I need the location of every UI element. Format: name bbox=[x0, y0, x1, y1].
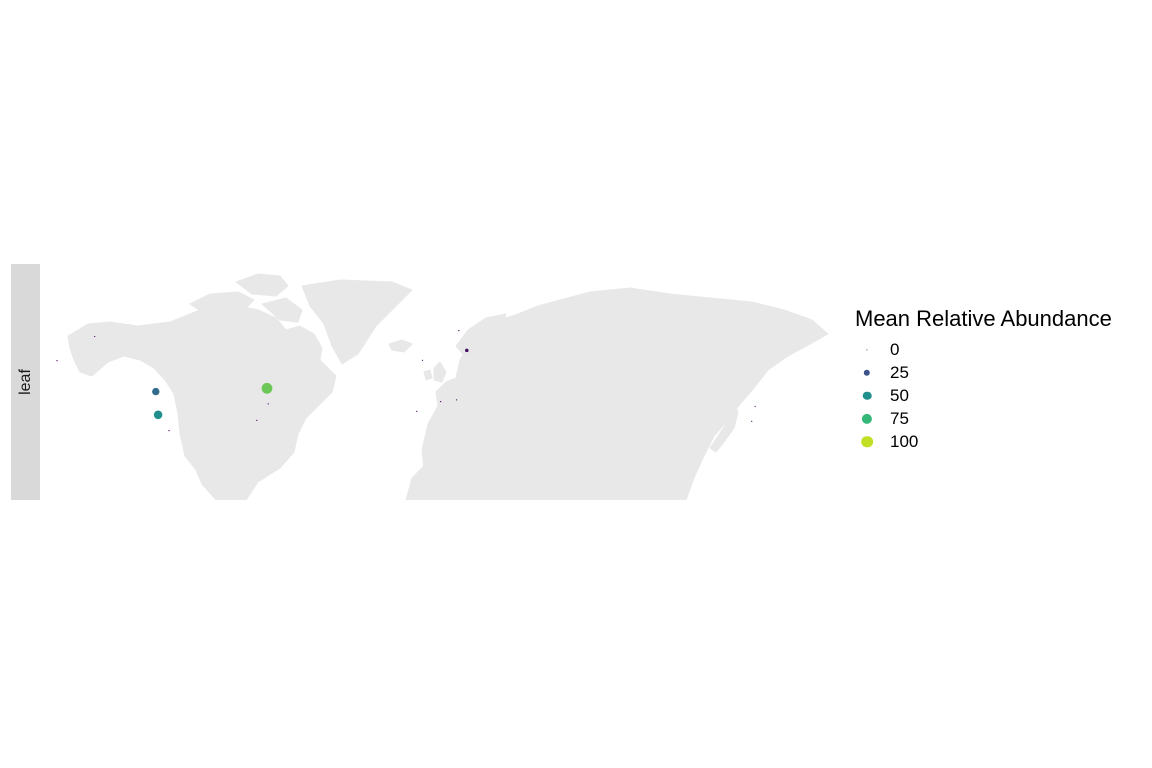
legend-item: 50 bbox=[855, 384, 1145, 407]
japan-land bbox=[709, 403, 739, 453]
facet-label: leaf bbox=[16, 369, 34, 395]
baffin-island-land bbox=[261, 297, 303, 323]
legend-key bbox=[855, 384, 879, 407]
british-isles-land bbox=[433, 361, 447, 383]
legend-dot bbox=[866, 348, 868, 351]
scandinavia-land bbox=[455, 313, 507, 361]
legend-label: 75 bbox=[890, 408, 909, 428]
north-america-land bbox=[67, 303, 337, 500]
data-point bbox=[751, 420, 753, 422]
legend-dot bbox=[861, 435, 873, 448]
legend-item: 75 bbox=[855, 407, 1145, 430]
data-point bbox=[153, 410, 163, 420]
legend-items: 0 25 50 75 100 bbox=[855, 338, 1145, 453]
legend-dot bbox=[862, 391, 872, 400]
data-point bbox=[94, 335, 96, 338]
data-point bbox=[168, 430, 170, 432]
legend-item: 0 bbox=[855, 338, 1145, 361]
arctic-islands-land bbox=[235, 273, 289, 297]
data-point bbox=[440, 401, 442, 403]
legend-key bbox=[855, 338, 879, 361]
facet-strip: leaf bbox=[11, 264, 40, 500]
legend-label: 100 bbox=[890, 431, 919, 451]
legend-item: 100 bbox=[855, 430, 1145, 453]
legend-key bbox=[855, 361, 879, 384]
legend-label: 0 bbox=[890, 339, 900, 359]
data-point bbox=[421, 359, 424, 361]
iceland-land bbox=[388, 339, 413, 353]
land-masses bbox=[67, 273, 829, 500]
data-point bbox=[456, 399, 458, 401]
data-points-layer bbox=[56, 330, 756, 432]
eurasia-land bbox=[419, 287, 829, 500]
world-map bbox=[56, 273, 829, 500]
legend-key bbox=[855, 407, 879, 430]
legend-label: 25 bbox=[890, 362, 909, 382]
legend-title: Mean Relative Abundance bbox=[855, 306, 1112, 331]
arabia-land bbox=[525, 459, 573, 500]
legend: Mean Relative Abundance 0 25 50 75 100 bbox=[855, 306, 1145, 453]
data-point bbox=[465, 348, 469, 353]
data-point bbox=[261, 382, 273, 394]
legend-item: 25 bbox=[855, 361, 1145, 384]
data-point bbox=[256, 419, 258, 421]
data-point bbox=[754, 405, 756, 408]
legend-key bbox=[855, 430, 879, 453]
legend-dot bbox=[861, 413, 873, 424]
data-point bbox=[56, 360, 58, 362]
data-point bbox=[267, 403, 269, 405]
greenland-land bbox=[301, 279, 413, 365]
legend-label: 50 bbox=[890, 385, 909, 405]
data-point bbox=[152, 387, 160, 396]
ireland-land bbox=[423, 369, 433, 381]
africa-land bbox=[405, 459, 525, 500]
data-point bbox=[416, 410, 418, 412]
legend-dot bbox=[863, 369, 871, 376]
arctic-islands-land bbox=[189, 291, 255, 313]
data-point bbox=[458, 330, 460, 332]
